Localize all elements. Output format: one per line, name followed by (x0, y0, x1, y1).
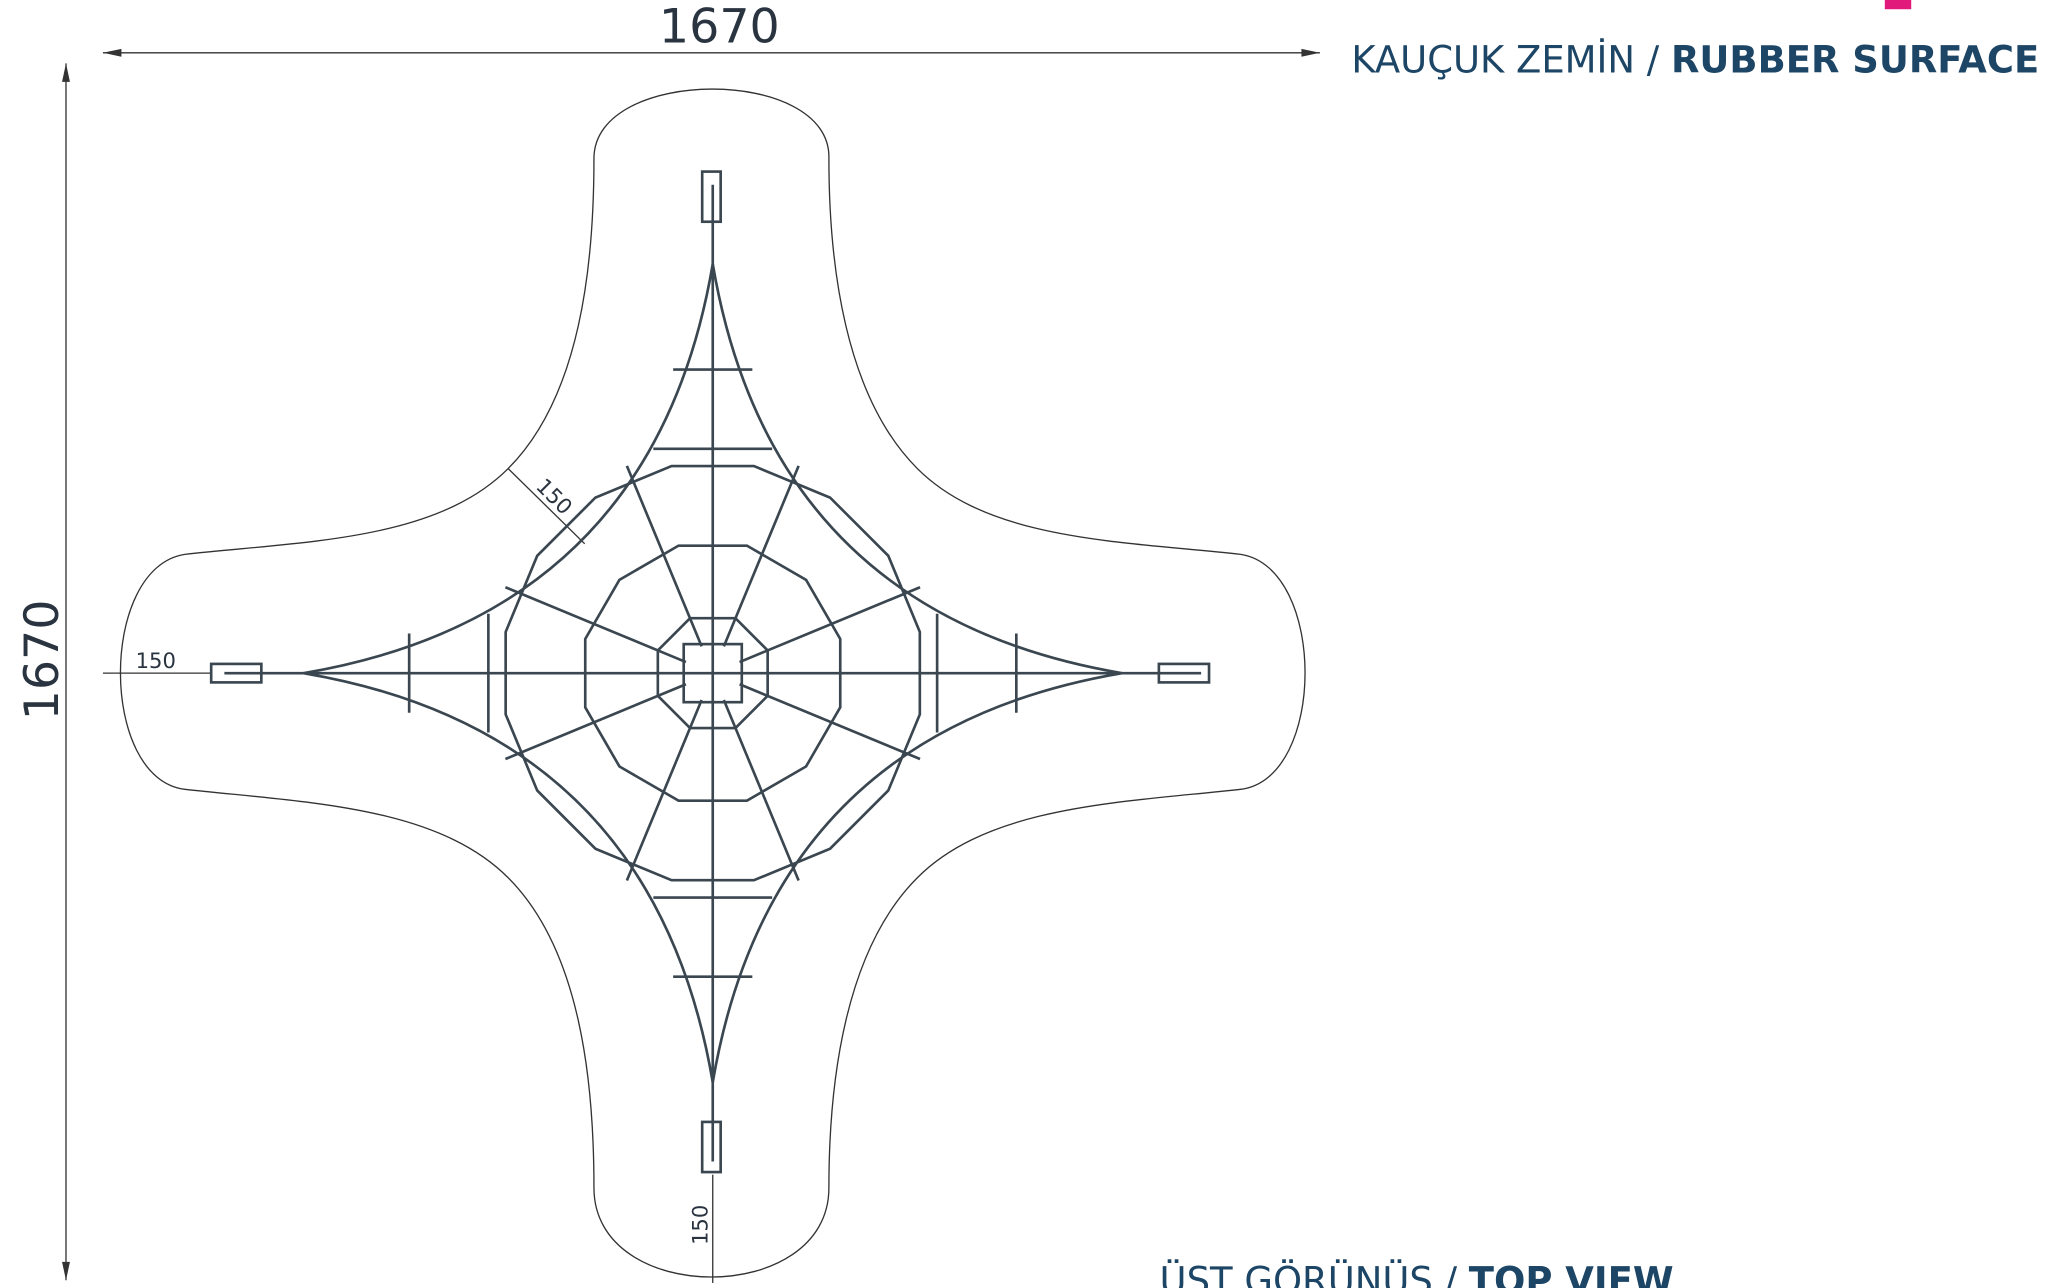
net-ring (627, 466, 702, 646)
net-axes (224, 185, 1201, 1162)
label-tr: KAUÇUK ZEMİN / (1351, 39, 1671, 82)
net-ring (627, 700, 702, 880)
label-en: TOP VIEW (1469, 1260, 1674, 1288)
logo-fragment (1885, 0, 1911, 9)
net-ring (740, 587, 920, 662)
net-ring (724, 466, 799, 646)
top-view-drawing: 1670 1670 150 150 150 KAUÇUK ZEMİN / RUB… (0, 0, 2059, 1288)
width-label: 1670 (659, 0, 780, 54)
height-label: 1670 (15, 600, 70, 721)
label-en: RUBBER SURFACE (1671, 39, 2039, 82)
clearance-label: 150 (531, 473, 577, 519)
label-tr: ÜST GÖRÜNÜS / (1160, 1260, 1469, 1288)
view-label: ÜST GÖRÜNÜS / TOP VIEW (1160, 1260, 1674, 1288)
net-ring (740, 684, 920, 759)
drawing: 1670 1670 150 150 150 KAUÇUK ZEMİN / RUB… (15, 0, 2039, 1288)
net-ring (724, 700, 799, 880)
surface-label: KAUÇUK ZEMİN / RUBBER SURFACE (1351, 39, 2039, 82)
clearance-label: 150 (687, 1205, 712, 1245)
net-ring (505, 587, 685, 662)
clearance-label: 150 (136, 648, 176, 673)
net-ring (505, 684, 685, 759)
